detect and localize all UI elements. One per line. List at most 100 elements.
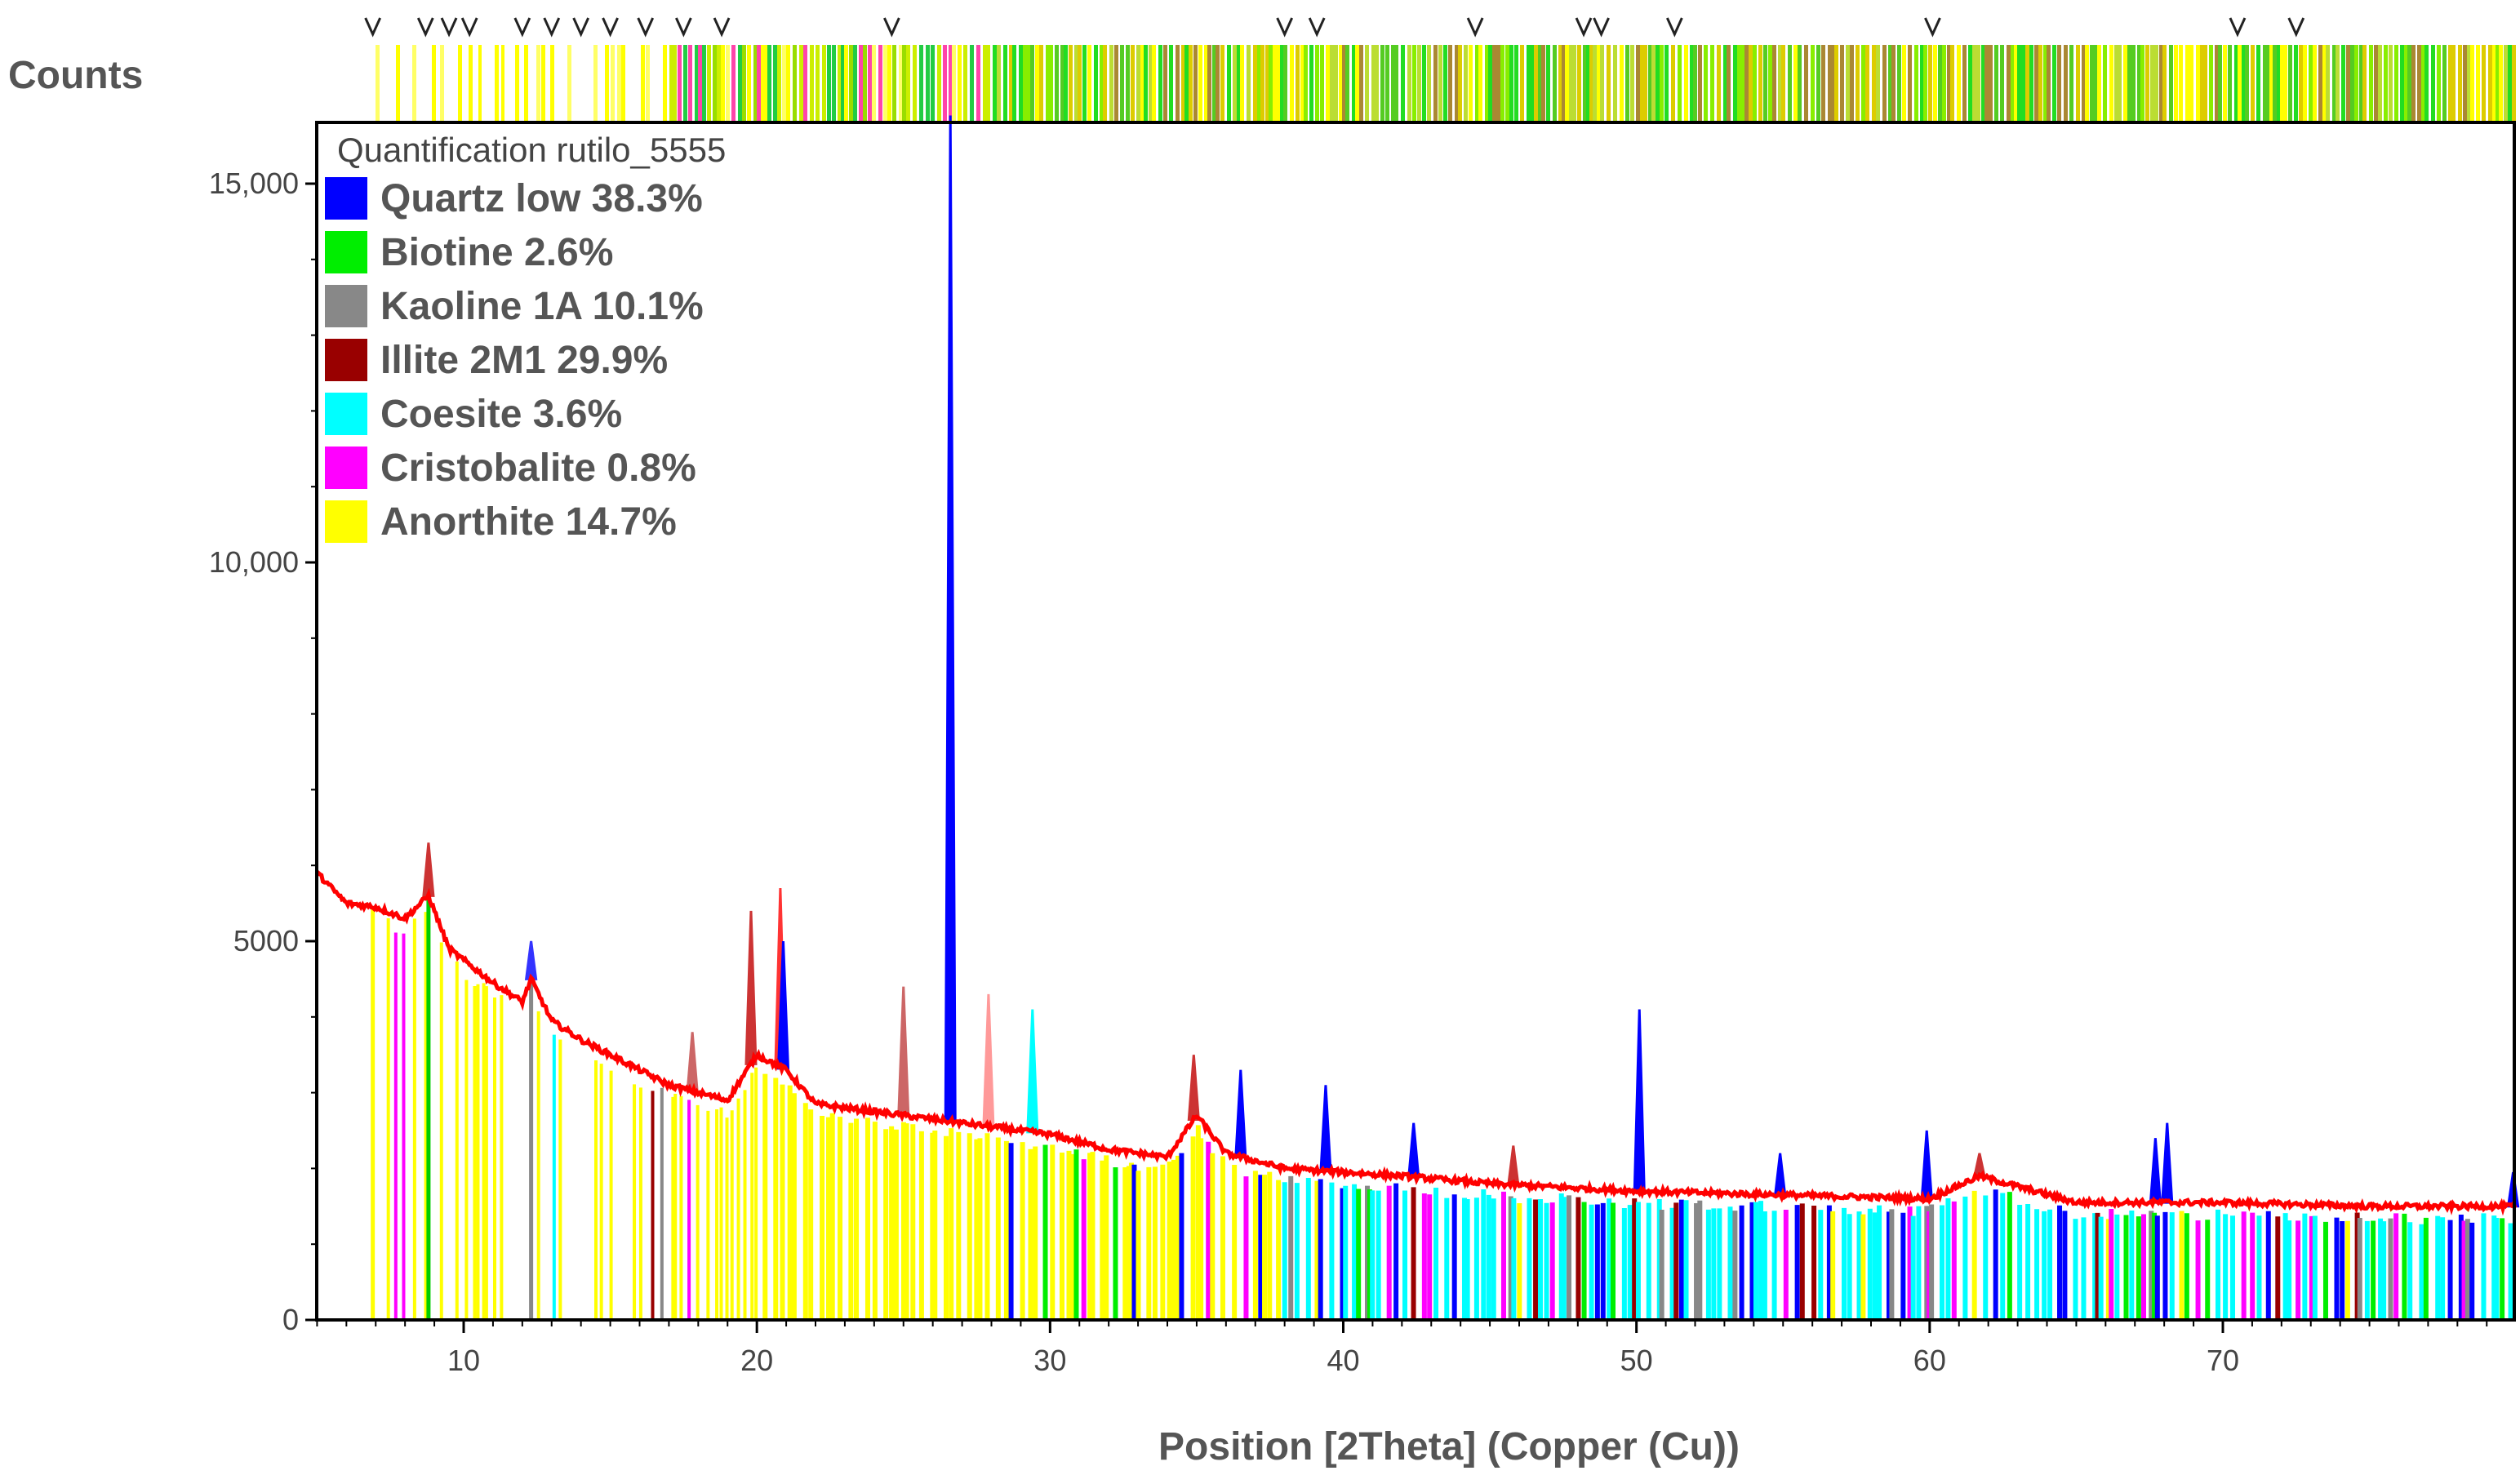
reference-stripe: [943, 45, 947, 125]
reference-stripe: [1212, 45, 1216, 125]
reference-stripe: [2093, 45, 2097, 125]
reference-stripe: [2294, 45, 2298, 125]
reference-stripe: [508, 45, 512, 125]
reference-stripe: [567, 45, 571, 125]
reference-stripe: [1607, 45, 1611, 125]
reference-stripe: [504, 45, 509, 125]
reference-stripe: [501, 45, 505, 125]
reference-stripe: [1577, 45, 1581, 125]
legend-label: Anorthite 14.7%: [380, 500, 677, 544]
reference-stripe: [1315, 45, 1319, 125]
reference-marker: [1276, 17, 1294, 38]
reference-stripe: [1821, 45, 1825, 125]
reference-stripe: [1049, 45, 1053, 125]
reference-stripe: [1643, 45, 1647, 125]
reference-stripe: [2123, 45, 2127, 125]
reference-stripe: [482, 45, 486, 125]
reference-stripe: [2047, 45, 2051, 125]
reference-stripe: [1140, 45, 1144, 125]
legend-label: Illite 2M1 29.9%: [380, 339, 668, 382]
reference-stripe: [1753, 45, 1757, 125]
x-tick-label: 20: [740, 1344, 773, 1377]
reference-stripe: [1509, 45, 1513, 125]
reference-stripe: [2332, 45, 2336, 125]
reference-stripe: [1630, 45, 1634, 125]
reference-stripe: [363, 45, 367, 125]
reference-stripe: [902, 45, 906, 125]
reference-stripe: [931, 45, 935, 125]
reference-stripe: [2064, 45, 2068, 125]
reference-stripe: [382, 45, 386, 125]
reference-stripe: [1220, 45, 1224, 125]
legend-swatch: [325, 231, 367, 273]
reference-stripe: [1908, 45, 1912, 125]
reference-stripe: [389, 45, 393, 125]
reference-stripe: [370, 45, 374, 125]
reference-stripe: [832, 45, 836, 125]
reference-stripe: [2245, 45, 2249, 125]
reference-stripe: [1257, 45, 1261, 125]
reference-stripe: [1558, 45, 1562, 125]
reference-stripe: [1763, 45, 1767, 125]
reference-stripe: [1458, 45, 1462, 125]
reference-stripe: [2185, 45, 2189, 125]
reference-stripe: [1872, 45, 1876, 125]
reference-stripe: [952, 45, 956, 125]
reference-stripe: [838, 45, 842, 125]
reference-stripe: [827, 45, 831, 125]
reference-marker: [416, 17, 434, 38]
reference-stripe: [1488, 45, 1492, 125]
reference-stripe: [2007, 45, 2011, 125]
reference-stripe: [2090, 45, 2094, 125]
reference-stripe: [2421, 45, 2425, 125]
reference-stripe: [1496, 45, 1500, 125]
legend-swatch: [325, 339, 367, 381]
reference-stripe: [2442, 45, 2447, 125]
reference-stripe: [816, 45, 820, 125]
reference-stripe: [892, 45, 896, 125]
reference-stripe: [1648, 45, 1652, 125]
reference-stripe: [2242, 45, 2246, 125]
reference-stripe: [1710, 45, 1714, 125]
reference-stripe: [1972, 45, 1976, 125]
reference-stripe: [1055, 45, 1059, 125]
reference-stripe: [1565, 45, 1569, 125]
reference-stripe: [1019, 45, 1023, 125]
reference-stripe: [1269, 45, 1273, 125]
reference-stripe: [849, 45, 853, 125]
reference-stripe: [573, 45, 577, 125]
reference-stripe: [1237, 45, 1241, 125]
reference-stripe: [673, 45, 677, 125]
x-tick-label: 40: [1327, 1344, 1359, 1377]
reference-stripe: [641, 45, 645, 125]
reference-stripe: [1207, 45, 1211, 125]
reference-stripe: [2499, 45, 2503, 125]
reference-stripe: [2369, 45, 2373, 125]
reference-stripe: [432, 45, 436, 125]
reference-stripe: [1984, 45, 1989, 125]
reference-stripe: [1660, 45, 1664, 125]
reference-stripe: [786, 45, 790, 125]
reference-stripe: [1723, 45, 1727, 125]
reference-stripe: [1407, 45, 1411, 125]
plot-area: [317, 122, 2514, 1320]
reference-stripe: [449, 45, 453, 125]
reference-marker: [440, 17, 458, 38]
reference-stripe: [1300, 45, 1304, 125]
reference-stripe: [1359, 45, 1363, 125]
reference-stripe: [1375, 45, 1379, 125]
legend-swatch: [325, 393, 367, 435]
reference-stripe: [1744, 45, 1749, 125]
reference-stripe: [997, 45, 1001, 125]
reference-stripe: [2209, 45, 2213, 125]
reference-stripe: [2069, 45, 2073, 125]
x-tick-label: 30: [1033, 1344, 1066, 1377]
reference-stripe: [2228, 45, 2232, 125]
reference-stripe: [2288, 45, 2292, 125]
reference-stripe: [1060, 45, 1064, 125]
reference-stripe: [1846, 45, 1850, 125]
reference-marker: [1593, 17, 1610, 38]
reference-stripe: [2362, 45, 2367, 125]
reference-stripe: [2159, 45, 2163, 125]
reference-stripe: [2322, 45, 2327, 125]
